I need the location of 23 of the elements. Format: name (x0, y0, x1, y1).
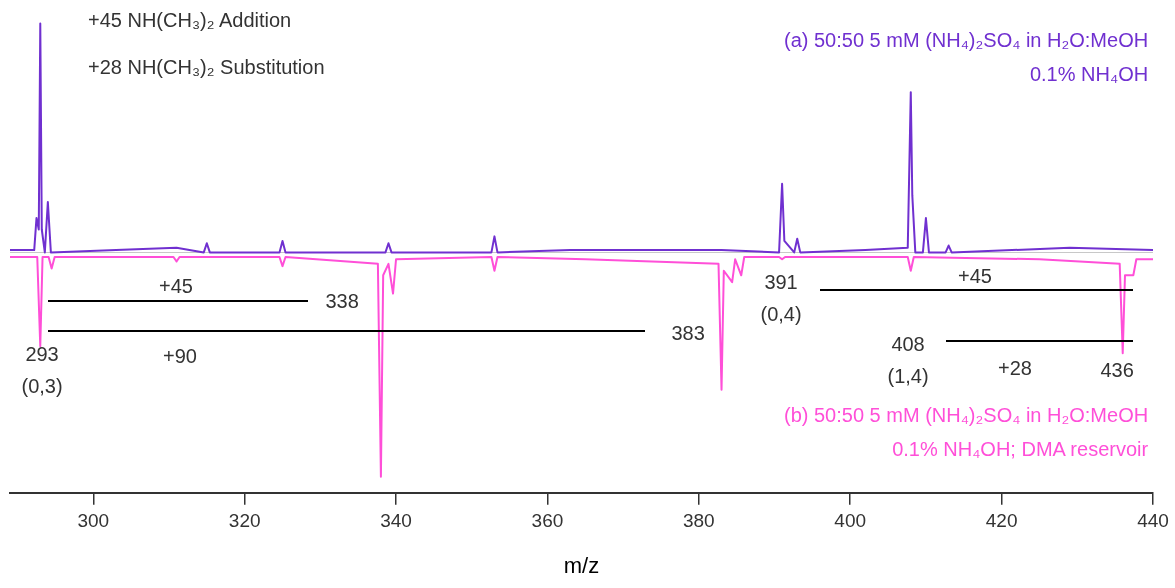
x-tick-label: 340 (380, 510, 412, 532)
annotation: +28 (998, 356, 1032, 381)
annotation: +90 (163, 344, 197, 369)
x-tick-label: 440 (1137, 510, 1169, 532)
text: (b) 50:50 5 mM (NH₄)₂SO₄ in H₂O:MeOH 0.1% NH₄OH; DMA reservoir (784, 403, 1149, 462)
x-tick-label: 300 (77, 510, 110, 532)
annotation: 408 (1,4) (887, 332, 929, 389)
annotation: +45 NH(CH₃)₂ Addition (88, 8, 292, 33)
x-tick-label: 380 (682, 510, 715, 532)
annotation: 436 (1100, 358, 1134, 383)
annotation: 383 (671, 321, 705, 346)
annotation: +28 NH(CH₃)₂ Substitution (88, 55, 325, 80)
text: (a) 50:50 5 mM (NH₄)₂SO₄ in H₂O:MeOH 0.1% NH₄OH (784, 28, 1149, 87)
x-axis-title: m/z (563, 552, 600, 578)
x-tick-label: 360 (531, 510, 564, 532)
x-tick-label: 320 (228, 510, 261, 532)
annotation: 293 (0,3) (21, 342, 63, 399)
x-tick-label: 420 (985, 510, 1018, 532)
annotation: +45 (958, 264, 992, 289)
annotation: 391 (0,4) (760, 270, 802, 327)
annotation: +45 (159, 274, 193, 299)
x-tick-label: 400 (834, 510, 867, 532)
annotation: 338 (325, 289, 359, 314)
